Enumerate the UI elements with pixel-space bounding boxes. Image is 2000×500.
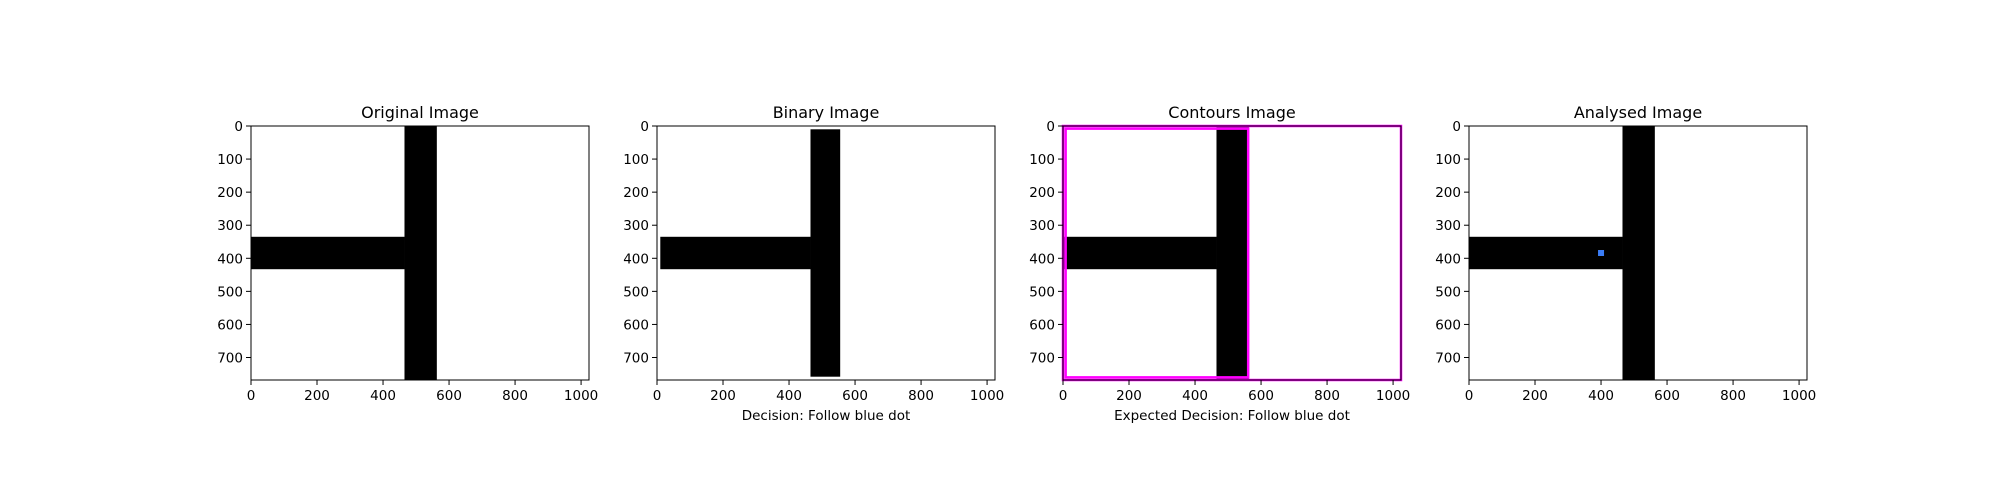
y-tick-label: 0	[234, 119, 243, 135]
x-tick-label: 200	[304, 388, 330, 404]
y-tick-label: 0	[640, 119, 649, 135]
panel-2: Binary Image 0 200 400 600 800 1000 0 100 200 300 4…	[623, 103, 1004, 424]
x-tick-label: 400	[370, 388, 396, 404]
x-tick-label: 0	[653, 388, 662, 404]
y-tick-label: 400	[217, 251, 243, 267]
track-segment-2	[660, 236, 811, 270]
x-tick-label: 1000	[564, 388, 598, 404]
track-segment-1	[1622, 126, 1655, 380]
y-tick-label: 500	[1029, 284, 1055, 300]
y-tick-label: 100	[623, 152, 649, 168]
x-tick-label: 400	[1588, 388, 1614, 404]
track-segment-1	[1216, 126, 1249, 380]
y-tick-label: 700	[1029, 351, 1055, 367]
axes-frame	[1062, 125, 1402, 381]
y-tick-label: 300	[1029, 218, 1055, 234]
x-tick-label: 600	[1248, 388, 1274, 404]
x-tick-label: 800	[908, 388, 934, 404]
x-tick-label: 600	[436, 388, 462, 404]
x-tick-label: 400	[1182, 388, 1208, 404]
y-tick-label: 200	[623, 185, 649, 201]
y-tick-label: 100	[217, 152, 243, 168]
track-segment-1	[810, 129, 841, 377]
y-tick-label: 0	[1046, 119, 1055, 135]
x-tick-label: 800	[1314, 388, 1340, 404]
track-segment-2	[1469, 236, 1623, 270]
x-tick-label: 200	[1522, 388, 1548, 404]
x-tick-label: 600	[1654, 388, 1680, 404]
y-tick-label: 400	[1435, 251, 1461, 267]
track-segment-1	[404, 126, 437, 380]
panel-3: Contours Image 0 200 400 600 800 1000 0 100 200 30…	[1029, 103, 1410, 424]
x-tick-label: 800	[502, 388, 528, 404]
x-tick-label: 200	[710, 388, 736, 404]
y-tick-label: 700	[1435, 351, 1461, 367]
blue-dot-1	[1598, 250, 1605, 256]
x-tick-label: 600	[842, 388, 868, 404]
y-tick-label: 500	[217, 284, 243, 300]
y-tick-label: 0	[1452, 119, 1461, 135]
y-tick-label: 500	[1435, 284, 1461, 300]
axes-frame	[250, 125, 590, 381]
panel-title: Analysed Image	[1574, 103, 1702, 122]
axes-frame	[1468, 125, 1808, 381]
y-tick-label: 300	[217, 218, 243, 234]
x-tick-label: 0	[1059, 388, 1068, 404]
y-tick-label: 300	[1435, 218, 1461, 234]
y-tick-label: 400	[623, 251, 649, 267]
x-tick-label: 0	[247, 388, 256, 404]
y-tick-label: 700	[623, 351, 649, 367]
y-tick-label: 200	[1029, 185, 1055, 201]
y-tick-label: 600	[1435, 317, 1461, 333]
y-tick-label: 600	[623, 317, 649, 333]
y-tick-label: 400	[1029, 251, 1055, 267]
x-tick-label: 0	[1465, 388, 1474, 404]
y-tick-label: 100	[1435, 152, 1461, 168]
y-tick-label: 200	[1435, 185, 1461, 201]
y-tick-label: 600	[217, 317, 243, 333]
decision-caption: Decision: Follow blue dot	[742, 408, 911, 424]
track-segment-2	[251, 236, 405, 270]
decision-caption: Expected Decision: Follow blue dot	[1114, 408, 1350, 424]
y-tick-label: 500	[623, 284, 649, 300]
x-tick-label: 1000	[1782, 388, 1816, 404]
axes-frame	[656, 125, 996, 381]
y-tick-label: 700	[217, 351, 243, 367]
x-tick-label: 400	[776, 388, 802, 404]
contour-box-2	[1064, 127, 1250, 379]
panel-title: Original Image	[361, 103, 479, 122]
y-tick-label: 300	[623, 218, 649, 234]
panel-1: Original Image 0 200 400 600 800 1000 0 100 200 30…	[217, 103, 598, 404]
x-tick-label: 800	[1720, 388, 1746, 404]
panel-title: Contours Image	[1168, 103, 1295, 122]
y-tick-label: 600	[1029, 317, 1055, 333]
y-tick-label: 200	[217, 185, 243, 201]
y-tick-label: 100	[1029, 152, 1055, 168]
track-segment-2	[1063, 236, 1217, 270]
x-tick-label: 1000	[1376, 388, 1410, 404]
x-tick-label: 1000	[970, 388, 1004, 404]
panel-title: Binary Image	[773, 103, 880, 122]
x-tick-label: 200	[1116, 388, 1142, 404]
panel-4: Analysed Image 0 200 400 600 800 1000 0 100 200 30…	[1435, 103, 1816, 404]
